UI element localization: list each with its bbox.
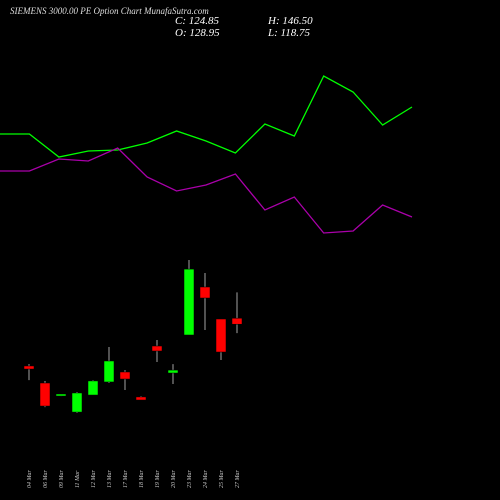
indicator-line <box>0 147 413 234</box>
low-label: L: 118.75 <box>267 27 310 39</box>
x-tick-label: 04 Mar <box>26 470 33 488</box>
candle-body <box>231 317 243 325</box>
close-label: C: 124.85 <box>175 15 220 27</box>
x-tick-label: 06 Mar <box>43 470 49 488</box>
candle-body <box>151 345 163 352</box>
x-tick-label: 17 Mar <box>123 470 129 488</box>
x-tick-label: 24 Mar <box>202 470 209 488</box>
candle-body <box>71 392 83 413</box>
candle-body <box>87 380 99 396</box>
x-tick-label: 13 Mar <box>107 470 113 488</box>
candle-body <box>167 369 179 374</box>
chart-title: SIEMENS 3000.00 PE Option Chart MunafaSu… <box>10 6 209 16</box>
open-label: O: 128.95 <box>175 27 220 39</box>
candle-body <box>103 360 115 383</box>
x-tick-label: 12 Mar <box>91 470 97 488</box>
candle-body <box>39 382 51 407</box>
candle-body <box>215 318 227 353</box>
x-tick-label: 19 Mar <box>155 470 161 488</box>
candle-body <box>183 268 195 336</box>
x-tick-label: 09 Mar <box>59 470 65 488</box>
candle-body <box>55 393 67 397</box>
candle-body <box>199 286 211 299</box>
x-tick-label: 20 Mar <box>171 470 177 488</box>
indicator-line <box>0 75 413 158</box>
x-tick-label: 25 Mar <box>219 470 225 488</box>
x-tick-label: 11 Mar <box>75 470 81 488</box>
candle-body <box>23 365 35 370</box>
x-tick-label: 18 Mar <box>139 470 145 488</box>
candle-body <box>119 371 131 380</box>
candle-body <box>135 396 147 401</box>
x-tick-label: 23 Mar <box>187 470 193 488</box>
x-tick-label: 27 Mar <box>235 470 241 488</box>
high-label: H: 146.50 <box>267 15 313 27</box>
